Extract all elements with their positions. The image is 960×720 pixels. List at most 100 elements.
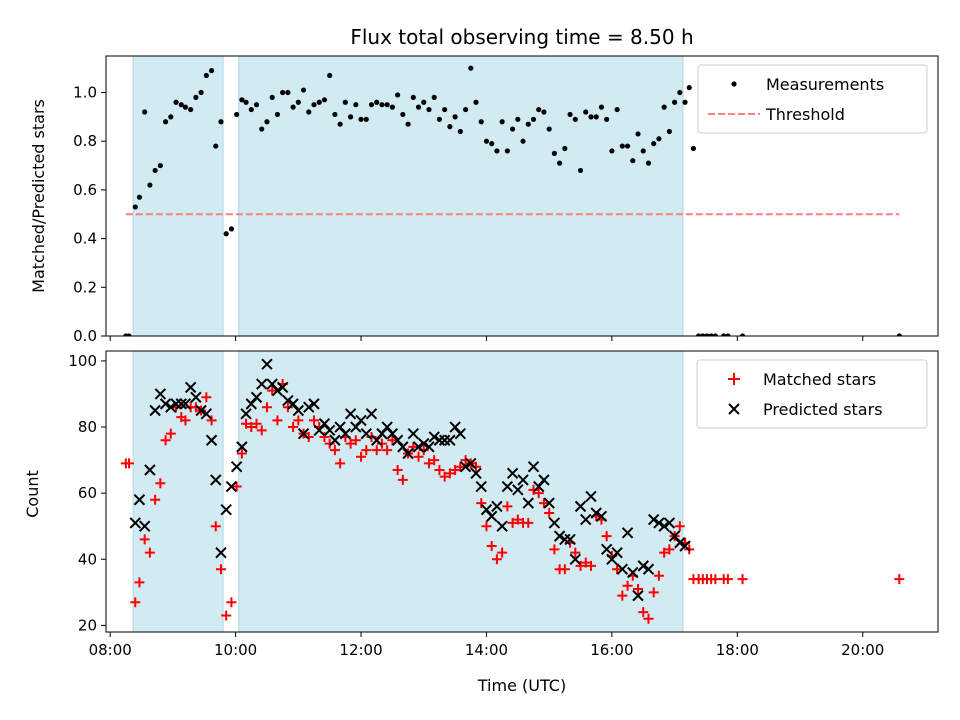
matched-point-99 — [633, 584, 644, 595]
matched-point-20 — [221, 610, 232, 621]
predicted-point-35 — [308, 398, 320, 410]
bottom-panel: 20 40 60 80 100 08:00 10:00 12:00 14:00 16:00 18:0… — [68, 350, 939, 659]
top-y-tick-label-4: 0.8 — [73, 132, 97, 150]
bottom-legend: Matched stars Predicted stars — [696, 359, 928, 429]
measurement-point-16 — [203, 72, 209, 79]
measurement-point-25 — [248, 106, 254, 113]
predicted-point-83 — [559, 533, 571, 546]
measurement-point-65 — [457, 128, 463, 135]
predicted-point-10 — [179, 398, 192, 410]
measurement-point-38 — [316, 99, 322, 105]
predicted-point-105 — [674, 537, 686, 549]
predicted-point-7 — [165, 401, 177, 413]
predicted-point-79 — [538, 474, 550, 486]
top-y-tick-label-3: 0.6 — [73, 181, 97, 199]
top-y-tick-label-5: 1.0 — [73, 84, 97, 102]
measurement-point-42 — [337, 121, 343, 127]
measurement-point-109 — [686, 85, 692, 91]
matched-point-33 — [288, 422, 299, 433]
bottom-series-0 — [120, 379, 905, 624]
matched-point-1 — [123, 458, 134, 469]
matched-point-72 — [491, 554, 502, 565]
measurement-point-13 — [188, 106, 194, 113]
measurement-point-74 — [504, 148, 510, 154]
matched-point-62 — [439, 471, 450, 482]
predicted-point-4 — [149, 404, 161, 417]
matched-point-74 — [502, 501, 513, 512]
predicted-point-55 — [412, 441, 425, 453]
top-legend-box — [697, 64, 928, 134]
matched-point-90 — [585, 560, 596, 571]
top-y-tick-label-2: 0.4 — [73, 230, 97, 248]
measurement-point-41 — [332, 111, 338, 118]
matched-point-52 — [387, 435, 398, 446]
bottom-y-axis-label: Count — [23, 470, 42, 518]
predicted-point-53 — [402, 447, 414, 460]
measurement-point-12 — [182, 104, 189, 110]
measurement-point-45 — [353, 102, 359, 108]
bottom-plot-area — [120, 351, 905, 632]
matched-point-83 — [549, 544, 560, 555]
predicted-point-15 — [205, 434, 218, 446]
measurement-point-59 — [426, 106, 432, 113]
matched-point-7 — [155, 478, 166, 489]
measurement-point-107 — [677, 89, 683, 96]
matched-point-46 — [356, 451, 367, 462]
legend-threshold-label: Threshold — [765, 105, 845, 124]
measurement-point-96 — [619, 143, 625, 149]
predicted-point-71 — [496, 520, 508, 532]
measurement-point-44 — [347, 114, 354, 120]
top-panel: 0.0 0.2 0.4 0.6 0.8 1.0 — [73, 55, 939, 345]
matched-point-57 — [413, 451, 424, 462]
matched-point-101 — [643, 613, 654, 624]
matched-point-102 — [648, 587, 659, 598]
measurement-point-103 — [656, 136, 662, 142]
x-tick-label-3: 14:00 — [465, 641, 508, 659]
matched-point-23 — [236, 448, 247, 459]
predicted-point-46 — [365, 408, 378, 420]
measurement-point-11 — [178, 102, 184, 108]
predicted-point-85 — [569, 553, 582, 565]
matched-point-63 — [444, 468, 455, 479]
matched-point-26 — [251, 418, 262, 429]
measurement-point-110 — [690, 145, 697, 152]
matched-point-78 — [523, 517, 534, 528]
measurement-point-62 — [442, 106, 448, 113]
matched-point-65 — [455, 461, 466, 472]
predicted-point-103 — [663, 517, 676, 529]
top-shaded-interval-0 — [132, 56, 224, 336]
measurement-point-46 — [358, 116, 364, 122]
predicted-point-28 — [271, 384, 284, 397]
measurement-point-104 — [661, 104, 667, 110]
predicted-point-33 — [297, 427, 310, 440]
predicted-point-12 — [190, 391, 202, 403]
predicted-point-45 — [360, 427, 372, 440]
predicted-point-18 — [220, 503, 232, 516]
predicted-point-20 — [230, 460, 243, 473]
measurement-point-86 — [567, 111, 573, 118]
measurement-point-30 — [274, 111, 281, 118]
matched-point-5 — [144, 547, 155, 558]
predicted-point-98 — [637, 560, 649, 572]
matched-point-42 — [335, 458, 346, 469]
measurement-point-58 — [421, 99, 427, 105]
matched-point-18 — [210, 521, 221, 532]
measurement-point-93 — [604, 116, 610, 122]
predicted-point-59 — [433, 434, 446, 446]
predicted-point-57 — [423, 441, 435, 453]
measurement-point-72 — [494, 148, 500, 154]
matched-point-56 — [408, 441, 419, 452]
measurement-point-84 — [557, 160, 563, 166]
top-plot-area — [123, 56, 902, 336]
predicted-point-21 — [236, 441, 248, 453]
predicted-point-94 — [616, 563, 629, 575]
measurement-point-108 — [682, 99, 688, 105]
predicted-point-8 — [170, 398, 182, 410]
matched-point-54 — [397, 474, 408, 485]
predicted-point-14 — [200, 408, 213, 420]
measurement-point-31 — [280, 89, 286, 96]
predicted-point-0 — [129, 517, 141, 529]
bottom-y-tick-label-4: 100 — [68, 352, 97, 370]
top-y-tick-label-0: 0.0 — [73, 327, 97, 345]
